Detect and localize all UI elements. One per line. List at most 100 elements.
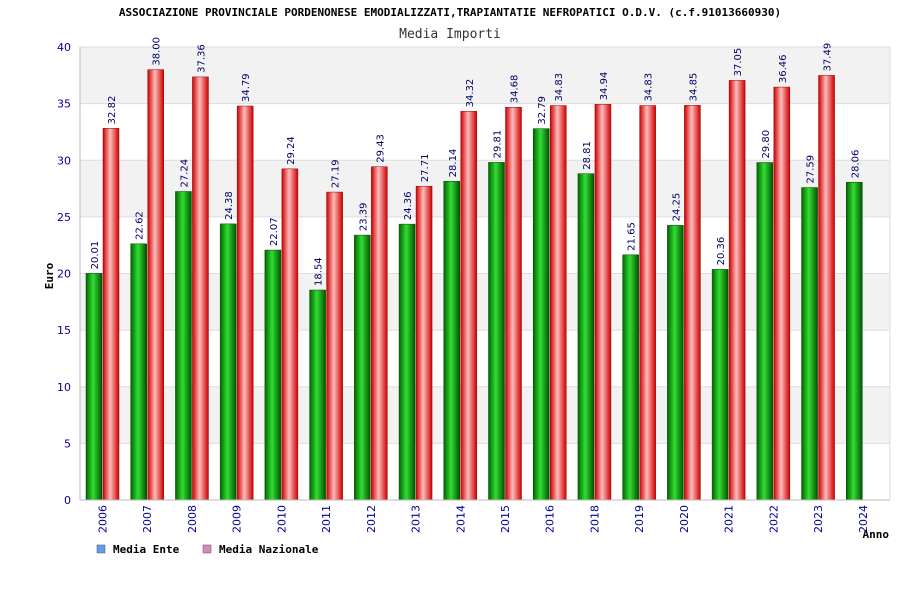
data-label: 21.65 (627, 222, 638, 251)
data-label: 28.14 (448, 149, 459, 178)
bar-media-nazionale-2013 (415, 185, 433, 501)
y-tick-label: 10 (57, 381, 71, 394)
legend-label-media-nazionale: Media Nazionale (219, 543, 319, 556)
legend-swatch-media-nazionale (202, 544, 212, 554)
plot-band (80, 443, 890, 500)
data-label: 27.19 (331, 159, 342, 188)
data-label: 34.68 (510, 75, 521, 104)
data-label: 29.81 (493, 130, 504, 159)
bar-media-ente-2007 (130, 243, 147, 501)
x-tick-label: 2014 (454, 505, 467, 533)
data-label: 20.36 (716, 237, 727, 266)
legend: Media Ente Media Nazionale (96, 543, 319, 556)
bar-media-ente-2009 (219, 223, 237, 501)
x-tick-label: 2009 (231, 505, 244, 533)
y-tick-label: 15 (57, 324, 71, 337)
data-label: 37.36 (196, 44, 207, 73)
plot-band (80, 386, 890, 444)
bar-media-nazionale-2010 (281, 168, 299, 501)
bar-media-nazionale-2014 (460, 111, 478, 501)
bar-media-ente-2014 (443, 181, 461, 501)
bar-media-ente-2012 (354, 234, 371, 501)
data-label: 27.71 (420, 154, 431, 183)
bar-media-ente-2006 (85, 273, 103, 501)
bar-media-nazionale-2016 (549, 105, 567, 501)
bar-media-nazionale-2011 (326, 191, 343, 501)
data-labels: 20.01 32.82 22.62 38.00 27.24 37.36 24.38 34.79… (90, 37, 861, 286)
x-tick-label: 2008 (186, 505, 199, 533)
y-tick-label: 40 (57, 41, 71, 54)
data-label: 38.00 (152, 37, 163, 66)
x-tick-label: 2006 (97, 505, 110, 533)
data-label: 34.32 (465, 79, 476, 108)
plot-band (80, 47, 890, 104)
y-tick-label: 0 (64, 494, 71, 507)
data-label: 32.82 (107, 96, 118, 125)
x-tick-label: 2010 (275, 505, 288, 533)
x-tick-label: 2007 (141, 505, 154, 533)
data-label: 28.81 (582, 141, 593, 170)
bar-media-ente-2018 (577, 173, 595, 501)
x-tick-label: 2015 (499, 505, 512, 533)
bar-media-ente-2008 (175, 191, 192, 501)
bar-media-nazionale-2018 (594, 104, 612, 501)
bar-media-nazionale-2022 (773, 86, 791, 501)
bar-media-ente-2011 (309, 289, 326, 501)
y-tick-label: 35 (57, 98, 71, 111)
bar-media-nazionale-2023 (818, 75, 835, 501)
bar-media-nazionale-2008 (192, 76, 209, 501)
data-label: 24.38 (224, 191, 235, 220)
y-tick-label: 30 (57, 154, 71, 167)
x-tick-label: 2011 (320, 505, 333, 533)
bar-media-ente-2020 (667, 225, 684, 501)
x-tick-label: 2013 (410, 505, 423, 533)
data-label: 37.05 (733, 48, 744, 77)
y-tick-label: 20 (57, 268, 71, 281)
bar-media-ente-2013 (398, 223, 416, 501)
plot-band (80, 330, 890, 387)
data-label: 34.79 (241, 73, 252, 102)
x-tick-labels: 2006 2007 2008 2009 2010 2011 2012 2013 2014 2015… (97, 505, 870, 533)
data-label: 29.80 (761, 130, 772, 159)
x-tick-label: 2020 (678, 505, 691, 533)
chart-subtitle: Media Importi (399, 27, 501, 42)
data-label: 24.36 (403, 191, 414, 220)
x-tick-label: 2024 (857, 505, 870, 533)
bar-media-nazionale-2021 (728, 80, 746, 501)
x-tick-label: 2016 (544, 505, 557, 533)
x-tick-label: 2018 (588, 505, 601, 533)
bar-media-nazionale-2019 (639, 105, 656, 501)
bar-media-ente-2023 (801, 187, 818, 501)
data-label: 20.01 (90, 241, 101, 270)
bar-media-nazionale-2009 (236, 105, 254, 501)
legend-swatch-media-ente (96, 544, 106, 554)
legend-label-media-ente: Media Ente (113, 543, 180, 556)
data-label: 37.49 (823, 43, 834, 72)
data-label: 32.79 (537, 96, 548, 125)
x-tick-label: 2021 (723, 505, 736, 533)
y-tick-label: 5 (64, 437, 71, 450)
data-label: 36.46 (778, 54, 789, 83)
plot-band (80, 103, 890, 161)
plot-band (80, 160, 890, 217)
axes (79, 47, 891, 501)
plot-band (80, 216, 890, 274)
data-label: 23.39 (358, 202, 369, 231)
bar-media-ente-2022 (756, 162, 774, 501)
data-label: 27.59 (806, 155, 817, 184)
data-label: 29.43 (375, 134, 386, 163)
bar-media-ente-2019 (622, 254, 639, 501)
x-tick-label: 2022 (767, 505, 780, 533)
bar-media-nazionale-2012 (371, 166, 388, 501)
data-label: 34.94 (599, 72, 610, 101)
x-tick-label: 2019 (633, 505, 646, 533)
data-label: 18.54 (314, 257, 325, 286)
data-label: 27.24 (179, 159, 190, 188)
data-label: 22.07 (269, 217, 280, 246)
plot-band (80, 273, 890, 331)
bar-media-ente-2010 (264, 249, 282, 501)
data-label: 24.25 (671, 193, 682, 222)
x-axis-label: Anno (863, 528, 890, 541)
bar-media-nazionale-2006 (102, 128, 120, 501)
bar-media-ente-2024 (846, 181, 863, 501)
